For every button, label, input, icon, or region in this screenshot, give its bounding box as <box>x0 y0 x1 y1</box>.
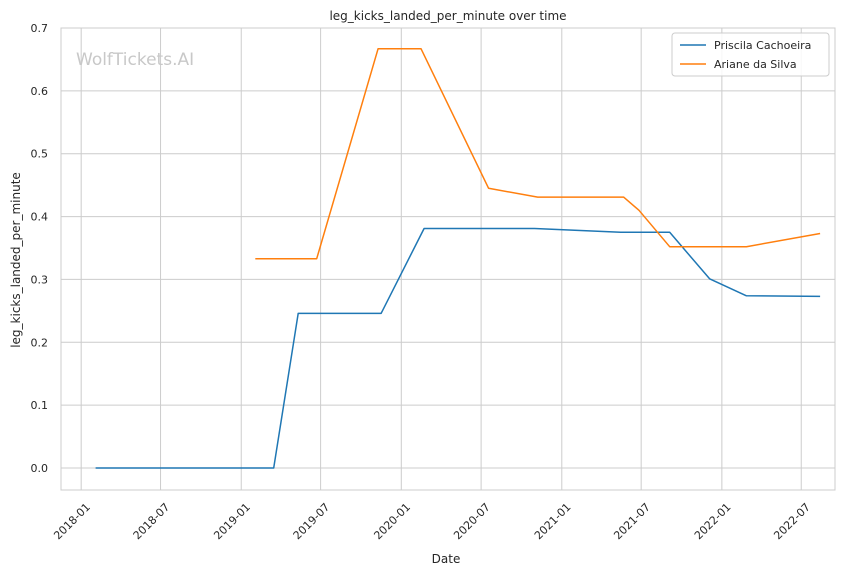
series-line <box>255 47 821 260</box>
series-line <box>95 227 821 469</box>
y-tick-label: 0.2 <box>31 336 49 349</box>
x-axis-title: Date <box>432 552 461 566</box>
x-tick-label: 2018-01 <box>51 501 93 543</box>
legend-label: Ariane da Silva <box>714 58 797 71</box>
x-tick-label: 2021-07 <box>611 501 653 543</box>
x-tick-label: 2022-01 <box>692 501 734 543</box>
x-tick-label: 2019-07 <box>291 501 333 543</box>
legend-box <box>671 32 830 77</box>
y-tick-label: 0.3 <box>31 273 49 286</box>
plot-frame <box>60 27 836 491</box>
x-tick-label: 2018-07 <box>131 501 173 543</box>
y-axis-title: leg_kicks_landed_per_minute <box>9 172 23 348</box>
x-tick-label: 2020-07 <box>451 501 493 543</box>
x-tick-label: 2022-07 <box>771 501 813 543</box>
x-tick-label: 2021-01 <box>532 501 574 543</box>
y-tick-label: 0.1 <box>31 399 49 412</box>
series-lines <box>95 47 821 469</box>
y-tick-label: 0.0 <box>31 462 49 475</box>
y-tick-label: 0.4 <box>31 211 49 224</box>
y-tick-label: 0.5 <box>31 148 49 161</box>
legend-label: Priscila Cachoeira <box>714 39 811 52</box>
watermark: WolfTickets.AI <box>76 50 194 70</box>
x-tick-label: 2019-01 <box>211 501 253 543</box>
chart-title: leg_kicks_landed_per_minute over time <box>329 9 566 23</box>
y-tick-label: 0.7 <box>31 22 49 35</box>
legend: Priscila Cachoeira Ariane da Silva <box>671 32 830 77</box>
plot-background <box>61 28 835 490</box>
x-tick-label: 2020-01 <box>371 501 413 543</box>
y-tick-label: 0.6 <box>31 85 49 98</box>
